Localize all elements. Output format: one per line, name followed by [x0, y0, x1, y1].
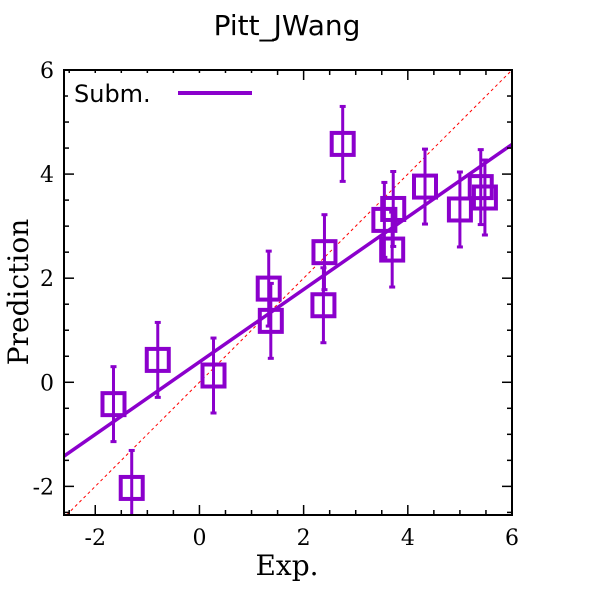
- plot-frame: [63, 69, 513, 516]
- data-point: [100, 365, 127, 444]
- marker-square: [255, 275, 282, 302]
- chart-title: Pitt_JWang: [214, 9, 361, 42]
- marker-square: [329, 130, 356, 157]
- marker-square: [471, 184, 498, 211]
- marker-square: [200, 362, 227, 389]
- data-point: [144, 320, 171, 399]
- marker-square: [412, 173, 439, 200]
- y-tick-label: 0: [40, 371, 54, 396]
- x-tick-label: -2: [85, 526, 106, 551]
- x-tick-label: 2: [297, 526, 311, 551]
- data-point: [329, 104, 356, 183]
- y-tick-label: 6: [40, 59, 54, 84]
- x-tick-label: 4: [401, 526, 415, 551]
- fit-line: [64, 142, 512, 458]
- data-point: [257, 281, 284, 360]
- x-tick-label: 0: [192, 526, 206, 551]
- data-point: [446, 170, 473, 249]
- marker-square: [310, 292, 337, 319]
- marker-square: [100, 391, 127, 418]
- y-tick-label: 2: [40, 267, 54, 292]
- data-point: [412, 147, 439, 226]
- axes: -2 0 2 4 6 -2 0 2 4 6: [33, 59, 519, 551]
- data-point: [471, 158, 498, 237]
- marker-square: [118, 474, 145, 501]
- y-tick-label: -2: [33, 475, 54, 500]
- y-axis-label: Prediction: [2, 219, 35, 365]
- x-tick-label: 6: [505, 526, 519, 551]
- plot-area: [64, 70, 512, 515]
- data-point: [310, 266, 337, 345]
- marker-square: [257, 307, 284, 334]
- marker-square: [311, 239, 338, 266]
- data-point: [200, 336, 227, 415]
- y-tick-label: 4: [40, 163, 54, 188]
- legend: Subm.: [68, 73, 268, 113]
- marker-square: [144, 346, 171, 373]
- data-point: [255, 249, 282, 328]
- data-point: [379, 210, 406, 289]
- data-point: [118, 448, 145, 515]
- x-axis-label: Exp.: [255, 549, 318, 582]
- marker-square: [446, 196, 473, 223]
- identity-line: [66, 70, 512, 515]
- marker-square: [379, 236, 406, 263]
- legend-label: Subm.: [74, 80, 151, 108]
